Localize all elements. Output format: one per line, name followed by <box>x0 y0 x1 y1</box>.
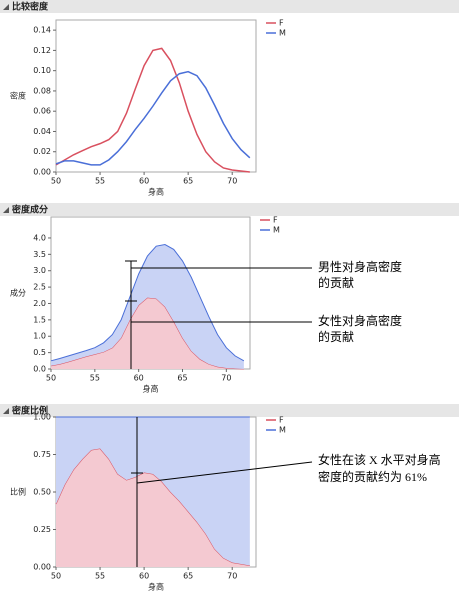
x-tick-label: 60 <box>139 572 149 581</box>
disclosure-icon <box>3 408 9 414</box>
x-tick-label: 55 <box>95 572 105 581</box>
y-tick-label: 1.5 <box>33 315 46 324</box>
x-tick-label: 70 <box>227 572 237 581</box>
header <box>0 203 459 216</box>
annotation: 女性对身高密度 <box>318 313 402 328</box>
disclosure-icon <box>3 4 9 10</box>
y-tick-label: 0.0 <box>33 365 46 374</box>
legend-label: M <box>279 426 286 435</box>
x-tick-label: 50 <box>51 177 61 186</box>
y-axis-label: 密度 <box>10 91 26 101</box>
density-area <box>56 417 250 566</box>
legend-label: F <box>279 19 284 28</box>
y-tick-label: 3.0 <box>33 266 46 275</box>
legend-label: F <box>279 416 284 425</box>
disclosure-icon <box>3 207 9 213</box>
density-area <box>56 448 250 567</box>
y-tick-label: 0.75 <box>33 450 51 459</box>
y-tick-label: 2.5 <box>33 283 46 292</box>
y-tick-label: 0.14 <box>33 26 51 35</box>
y-tick-label: 0.12 <box>33 46 51 55</box>
y-tick-label: 1.0 <box>33 332 46 341</box>
annotation: 密度的贡献约为 61% <box>318 469 427 484</box>
x-tick-label: 55 <box>90 374 100 383</box>
y-tick-label: 2.0 <box>33 299 46 308</box>
y-axis-label: 比例 <box>10 487 26 497</box>
x-tick-label: 55 <box>95 177 105 186</box>
legend-label: M <box>279 29 286 38</box>
x-tick-label: 70 <box>221 374 231 383</box>
x-tick-label: 65 <box>183 572 193 581</box>
plot-frame <box>55 19 257 173</box>
density-line <box>55 70 251 166</box>
x-tick-label: 65 <box>177 374 187 383</box>
x-tick-label: 70 <box>227 177 237 186</box>
y-tick-label: 3.5 <box>33 250 46 259</box>
panel-title: 比较密度 <box>12 1 49 13</box>
x-axis-label: 身高 <box>143 384 159 394</box>
y-tick-label: 1.00 <box>33 413 51 422</box>
density-line <box>55 47 250 173</box>
y-tick-label: 4.0 <box>33 233 46 242</box>
x-tick-label: 50 <box>46 374 56 383</box>
x-axis-label: 身高 <box>148 187 164 197</box>
y-tick-label: 0.00 <box>33 168 51 177</box>
y-tick-label: 0.06 <box>33 107 51 116</box>
annotation: 女性在该 X 水平对身高 <box>318 452 441 467</box>
y-tick-label: 0.25 <box>33 525 51 534</box>
density-area <box>51 297 244 369</box>
y-axis-label: 成分 <box>10 288 26 298</box>
legend-label: M <box>273 226 280 235</box>
y-tick-label: 0.04 <box>33 127 51 136</box>
annotation: 男性对身高密度 <box>318 259 402 274</box>
y-tick-label: 0.00 <box>33 563 51 572</box>
header <box>0 0 459 13</box>
y-tick-label: 0.10 <box>33 66 51 75</box>
pointer <box>136 461 313 484</box>
annotation-lines <box>125 260 313 567</box>
x-tick-label: 60 <box>134 374 144 383</box>
x-axis-label: 身高 <box>148 582 164 592</box>
y-tick-label: 0.08 <box>33 86 51 95</box>
annotation: 的贡献 <box>318 329 354 344</box>
x-tick-label: 50 <box>51 572 61 581</box>
panel-title: 密度成分 <box>11 204 48 216</box>
x-tick-label: 60 <box>139 177 149 186</box>
header <box>0 404 459 417</box>
y-tick-label: 0.02 <box>33 147 51 156</box>
legend-label: F <box>273 216 278 225</box>
density-area <box>51 244 244 369</box>
y-tick-label: 0.50 <box>33 488 51 497</box>
area-edge <box>50 243 245 362</box>
annotation: 的贡献 <box>318 275 354 290</box>
x-tick-label: 65 <box>183 177 193 186</box>
y-tick-label: 0.5 <box>33 348 46 357</box>
panel-title: 密度比例 <box>11 405 48 417</box>
